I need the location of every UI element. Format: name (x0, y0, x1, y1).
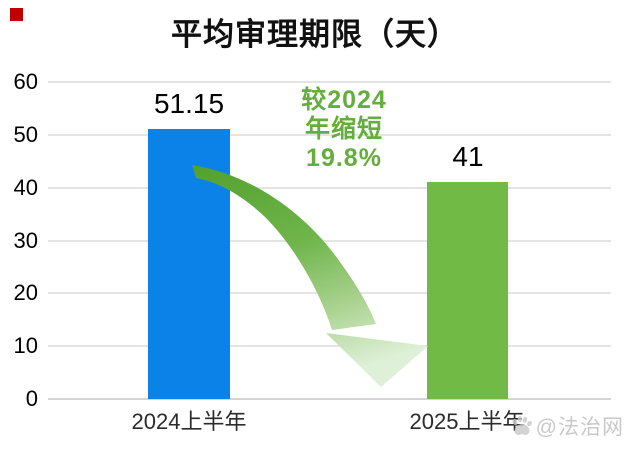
y-tick-0: 0 (25, 386, 38, 411)
x-label-2024: 2024上半年 (131, 409, 247, 434)
gridline-50 (48, 133, 611, 136)
y-tick-10: 10 (13, 333, 38, 359)
y-tick-30: 30 (13, 227, 38, 253)
gridline-10 (48, 345, 611, 348)
gridline-40 (48, 186, 611, 189)
paw-logo-icon (512, 416, 532, 436)
y-tick-40: 40 (13, 174, 38, 200)
x-label-2025: 2025上半年 (409, 409, 525, 434)
gridline-60 (48, 81, 611, 83)
gridline-30 (48, 239, 611, 242)
bar-value-2024: 51.15 (153, 87, 225, 119)
watermark: @法治网 (510, 412, 624, 440)
gridline-0 (48, 398, 611, 400)
chart-title: 平均审理期限（天） (171, 17, 459, 52)
annotation-line-2: 年缩短 (304, 115, 383, 143)
annotation-text: 较2024 年缩短 19.8% (277, 86, 411, 173)
y-tick-50: 50 (13, 121, 38, 147)
bar-2025 (427, 182, 508, 399)
annotation-line-1: 较2024 (301, 86, 387, 114)
decline-arrow-icon (192, 165, 428, 387)
red-corner-mark (10, 8, 23, 21)
y-tick-60: 60 (13, 69, 38, 94)
bar-value-2025: 41 (452, 141, 484, 173)
watermark-text: @法治网 (535, 416, 624, 439)
annotation-line-3: 19.8% (306, 144, 382, 172)
y-tick-20: 20 (13, 280, 38, 306)
